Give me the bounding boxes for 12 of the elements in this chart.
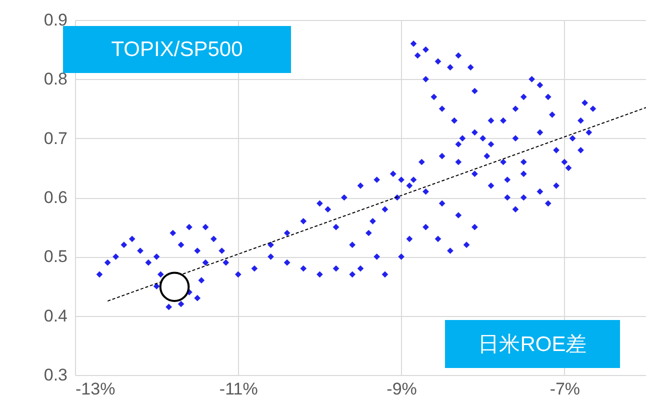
y-tick-label: 0.6 <box>44 188 68 207</box>
y-tick-label: 0.8 <box>44 70 68 89</box>
y-tick-label: 0.7 <box>44 128 68 148</box>
y-tick-label: 0.4 <box>44 306 68 326</box>
y-tick-label: 0.3 <box>44 366 68 384</box>
x-tick-label: -11% <box>219 380 258 398</box>
x-tick-label: -9% <box>386 380 417 398</box>
x-tick-label: -13% <box>76 380 116 398</box>
y-axis-title: TOPIX/SP500 <box>111 38 243 60</box>
x-tick-label: -7% <box>550 380 580 398</box>
y-tick-label: 0.9 <box>44 10 68 30</box>
y-tick-label: 0.5 <box>44 247 68 266</box>
